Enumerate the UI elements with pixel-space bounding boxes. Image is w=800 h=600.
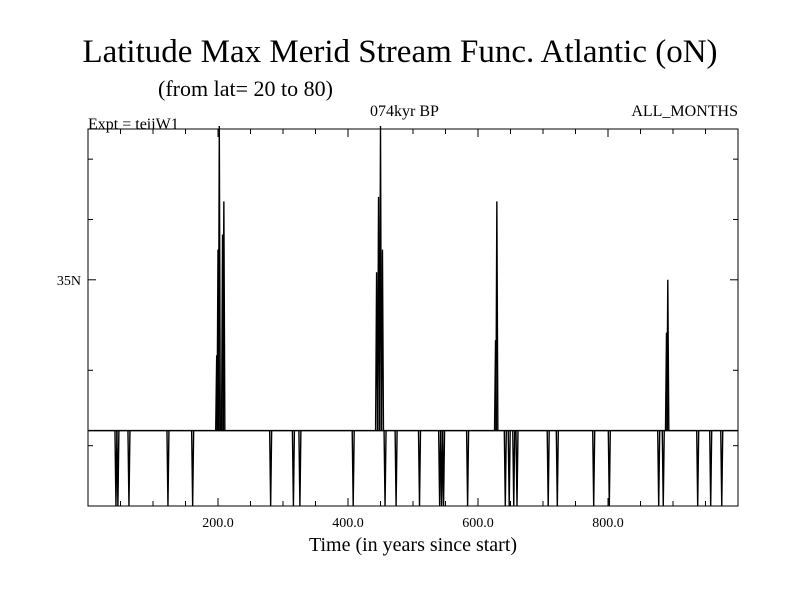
series-line xyxy=(88,125,738,507)
series-spike xyxy=(555,430,559,507)
series-spike xyxy=(190,430,195,507)
months-label: ALL_MONTHS xyxy=(631,103,738,120)
series-spike xyxy=(380,249,385,431)
series-spike xyxy=(268,430,273,507)
series-spike xyxy=(661,430,665,507)
series-spike xyxy=(465,430,470,507)
series-spike xyxy=(657,430,661,507)
x-tick-label: 400.0 xyxy=(332,516,364,531)
series-spike xyxy=(417,430,422,507)
series-spike xyxy=(709,430,713,507)
series-spike xyxy=(378,125,383,431)
chart-title: Latitude Max Merid Stream Func. Atlantic… xyxy=(82,34,718,70)
x-tick-label: 600.0 xyxy=(462,516,494,531)
series-spike xyxy=(166,430,170,507)
chart-subtitle: (from lat= 20 to 80) xyxy=(158,76,333,101)
series-spike xyxy=(116,430,120,507)
axis-ticks xyxy=(88,129,738,506)
series-spike xyxy=(515,430,519,507)
series-spike xyxy=(127,430,131,507)
series-spike xyxy=(394,430,398,507)
series-spike xyxy=(607,430,611,507)
tick-labels: 200.0 400.0 600.0 800.0 35N xyxy=(57,274,624,531)
series-spike xyxy=(291,430,296,507)
series-spike xyxy=(503,430,507,507)
series-spike xyxy=(441,430,446,507)
series-spike xyxy=(298,430,302,507)
series-spike xyxy=(592,430,596,507)
series-spike xyxy=(507,430,511,507)
series-spike xyxy=(720,430,724,507)
plot-frame xyxy=(87,128,739,507)
series-spike xyxy=(495,201,499,431)
x-axis-label: Time (in years since start) xyxy=(308,534,518,556)
series-spike xyxy=(222,201,226,431)
x-tick-label: 800.0 xyxy=(592,516,624,531)
series-spike xyxy=(383,430,387,507)
series-spike xyxy=(666,279,670,431)
series-spike xyxy=(696,430,700,507)
period-label: 074kyr BP xyxy=(370,103,439,120)
series-spike xyxy=(217,125,221,431)
series-spike xyxy=(351,430,355,507)
series-spike xyxy=(512,430,516,507)
x-tick-label: 200.0 xyxy=(202,516,234,531)
y-tick-label: 35N xyxy=(57,274,81,289)
series-spike xyxy=(546,430,550,507)
